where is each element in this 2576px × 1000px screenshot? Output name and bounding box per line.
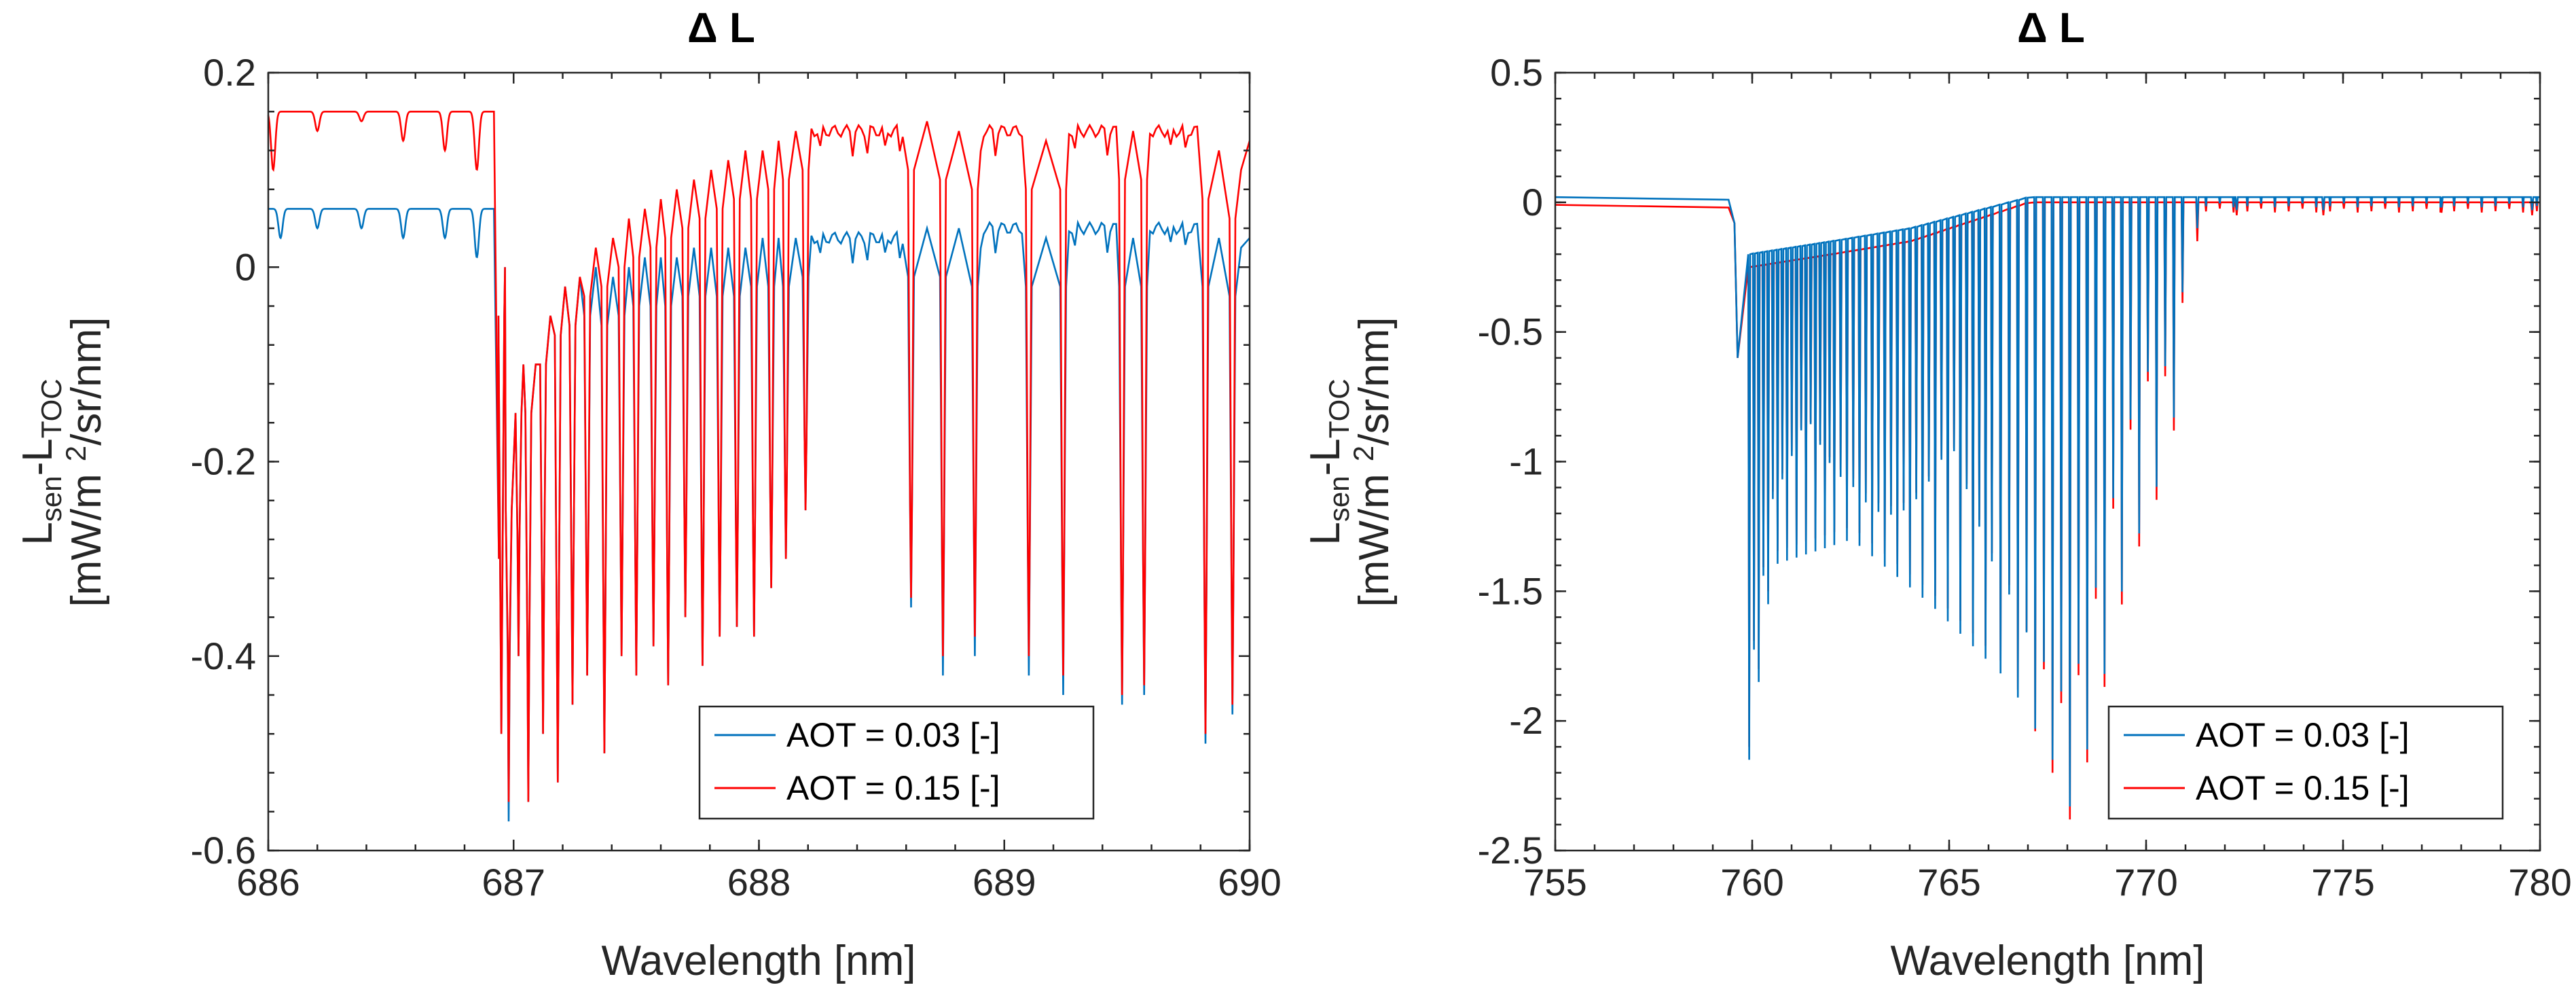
left-ytick-label: -0.6: [191, 829, 257, 872]
right-series-line-aot003: [1555, 196, 2540, 807]
left-chart-legend: AOT = 0.03 [-] AOT = 0.15 [-]: [698, 705, 1095, 820]
left-chart-panel: Δ L 686 687 688 689 690 -0.6 -0.4 -0.2 0 0.2 Wave…: [14, 5, 1282, 984]
right-ytick-label: -0.5: [1478, 310, 1544, 353]
left-legend-box: [698, 705, 1095, 820]
left-xtick-label: 690: [1218, 861, 1281, 904]
right-chart-ylabel-line2: [mW/m2/sr/nm]: [1347, 317, 1398, 607]
right-chart-panel: Δ L 755 760 765 770 775 780 -2.5 -2 -1.5 -1 -0.5 0 0…: [1302, 5, 2572, 984]
left-chart-ylabel-line1: Lsen-LTOC: [14, 378, 67, 545]
right-ytick-label: -1.5: [1478, 569, 1544, 612]
left-ytick-label: -0.2: [191, 440, 257, 483]
left-chart-title: Δ L: [687, 5, 755, 52]
left-xtick-label: 688: [727, 861, 791, 904]
right-ytick-label: 0: [1522, 181, 1543, 224]
left-xtick-label: 689: [973, 861, 1036, 904]
right-chart-ticks: 755 760 765 770 775 780 -2.5 -2 -1.5 -1 -0.5 0 0.5: [1478, 51, 2572, 904]
right-chart-ylabel: Lsen-LTOC [mW/m2/sr/nm]: [1302, 317, 1398, 607]
right-chart-legend: AOT = 0.03 [-] AOT = 0.15 [-]: [2107, 705, 2504, 820]
right-xtick-label: 775: [2311, 861, 2374, 904]
left-chart-series: [267, 111, 1251, 822]
right-chart-series: [1555, 196, 2540, 820]
left-series-line-aot003: [268, 208, 1250, 822]
right-ytick-label: -2.5: [1478, 829, 1544, 872]
left-xtick-label: 686: [236, 861, 300, 904]
right-ytick-label: 0.5: [1490, 51, 1543, 94]
left-ytick-label: 0.2: [203, 51, 256, 94]
left-legend-label-aot003: AOT = 0.03 [-]: [786, 716, 1000, 754]
left-legend-label-aot015: AOT = 0.15 [-]: [786, 769, 1000, 807]
right-chart-xlabel: Wavelength [nm]: [1891, 938, 2205, 984]
right-xtick-label: 765: [1917, 861, 1980, 904]
right-xtick-label: 755: [1523, 861, 1586, 904]
right-chart-ylabel-line1: Lsen-LTOC: [1302, 378, 1355, 545]
right-xtick-label: 780: [2508, 861, 2571, 904]
right-legend-label-aot015: AOT = 0.15 [-]: [2196, 769, 2410, 807]
right-legend-box: [2107, 705, 2504, 820]
left-chart-ylabel: Lsen-LTOC [mW/m2/sr/nm]: [14, 317, 110, 607]
left-xtick-label: 687: [482, 861, 545, 904]
right-chart-title: Δ L: [2017, 5, 2085, 52]
left-ytick-label: 0: [235, 245, 256, 288]
left-chart-xlabel: Wavelength [nm]: [602, 938, 916, 984]
right-legend-label-aot003: AOT = 0.03 [-]: [2196, 716, 2410, 754]
left-ytick-label: -0.4: [191, 635, 257, 677]
right-ytick-label: -2: [1509, 699, 1543, 742]
right-xtick-label: 770: [2114, 861, 2177, 904]
right-xtick-label: 760: [1720, 861, 1783, 904]
left-chart-ylabel-line2: [mW/m2/sr/nm]: [60, 317, 110, 607]
right-ytick-label: -1: [1509, 440, 1543, 483]
left-chart-ticks: 686 687 688 689 690 -0.6 -0.4 -0.2 0 0.2: [191, 51, 1282, 904]
left-series-line-aot015: [267, 111, 1251, 802]
